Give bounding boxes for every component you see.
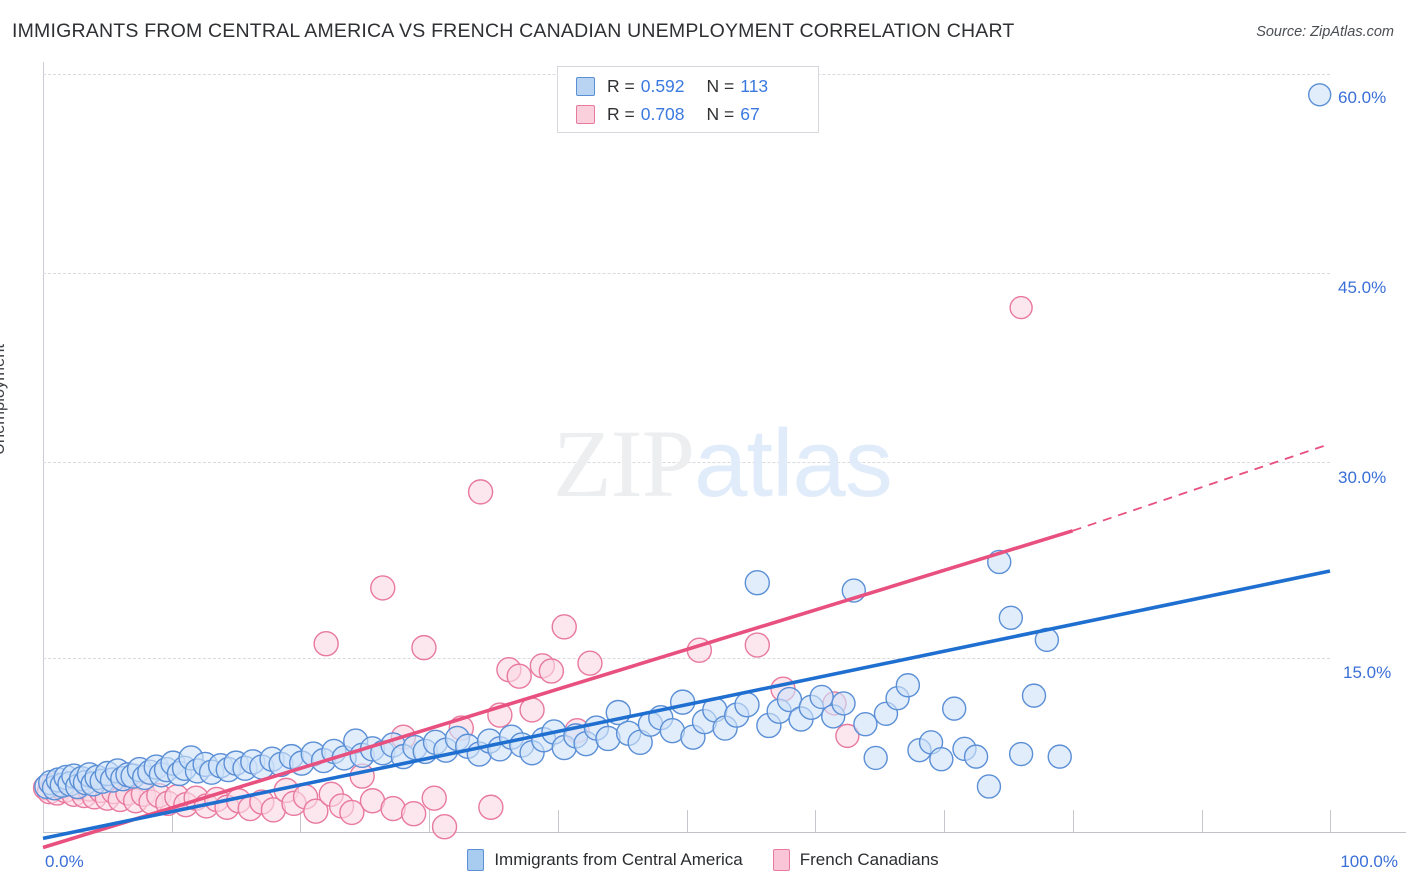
y-axis-label-45: 45.0% — [1338, 278, 1387, 297]
stats-swatch-blue-icon — [576, 76, 595, 96]
x-tick-10 — [1330, 810, 1331, 832]
x-tick-9 — [1202, 810, 1203, 832]
x-tick-8 — [1073, 810, 1074, 832]
y-axis-label-30: 30.0% — [1338, 468, 1387, 487]
x-tick-1 — [172, 810, 173, 832]
y-axis-title: Unemployment — [0, 344, 8, 455]
stats-row-blue: R = 0.592 N = 113 — [576, 73, 768, 99]
legend-label-immigrants: Immigrants from Central America — [494, 850, 743, 869]
x-tick-4 — [558, 810, 559, 832]
stats-n-label-pink: N = — [706, 103, 735, 124]
legend-label-french-canadians: French Canadians — [799, 850, 939, 869]
stats-row-pink: R = 0.708 N = 67 — [576, 101, 760, 127]
x-tick-5 — [687, 810, 688, 832]
legend-swatch-blue-icon — [467, 849, 485, 871]
legend-item-french-canadians[interactable]: French Canadians — [772, 849, 939, 871]
stats-r-value-blue: 0.592 — [640, 75, 685, 96]
gridline-30 — [43, 462, 1330, 463]
page-title: IMMIGRANTS FROM CENTRAL AMERICA VS FRENC… — [12, 20, 1015, 42]
gridline-15 — [43, 658, 1330, 659]
legend-swatch-pink-icon — [772, 849, 790, 871]
stats-r-label-pink: R = — [607, 103, 635, 124]
x-axis-line — [43, 832, 1406, 833]
stats-r-label-blue: R = — [607, 75, 635, 96]
correlation-stats-box: R = 0.592 N = 113 R = 0.708 N = 67 — [557, 66, 819, 133]
y-axis-label-15: 15.0% — [1343, 663, 1392, 682]
x-tick-2 — [300, 810, 301, 832]
stats-n-value-blue: 113 — [740, 75, 769, 96]
plot-area — [43, 62, 1330, 832]
y-axis-line — [43, 62, 44, 832]
series-legend: Immigrants from Central America French C… — [0, 849, 1406, 871]
x-axis-label-max: 100.0% — [1340, 852, 1398, 871]
source-attribution: Source: ZipAtlas.com — [1256, 24, 1394, 40]
x-tick-6 — [815, 810, 816, 832]
y-axis-label-60: 60.0% — [1338, 88, 1387, 107]
stats-n-value-pink: 67 — [740, 103, 760, 124]
x-axis-label-min: 0.0% — [45, 852, 84, 871]
stats-r-value-pink: 0.708 — [640, 103, 685, 124]
stats-n-label-blue: N = — [706, 75, 735, 96]
x-tick-7 — [944, 810, 945, 832]
gridline-45 — [43, 273, 1330, 274]
stats-swatch-pink-icon — [576, 104, 595, 124]
legend-item-immigrants[interactable]: Immigrants from Central America — [467, 849, 743, 871]
x-tick-3 — [429, 810, 430, 832]
